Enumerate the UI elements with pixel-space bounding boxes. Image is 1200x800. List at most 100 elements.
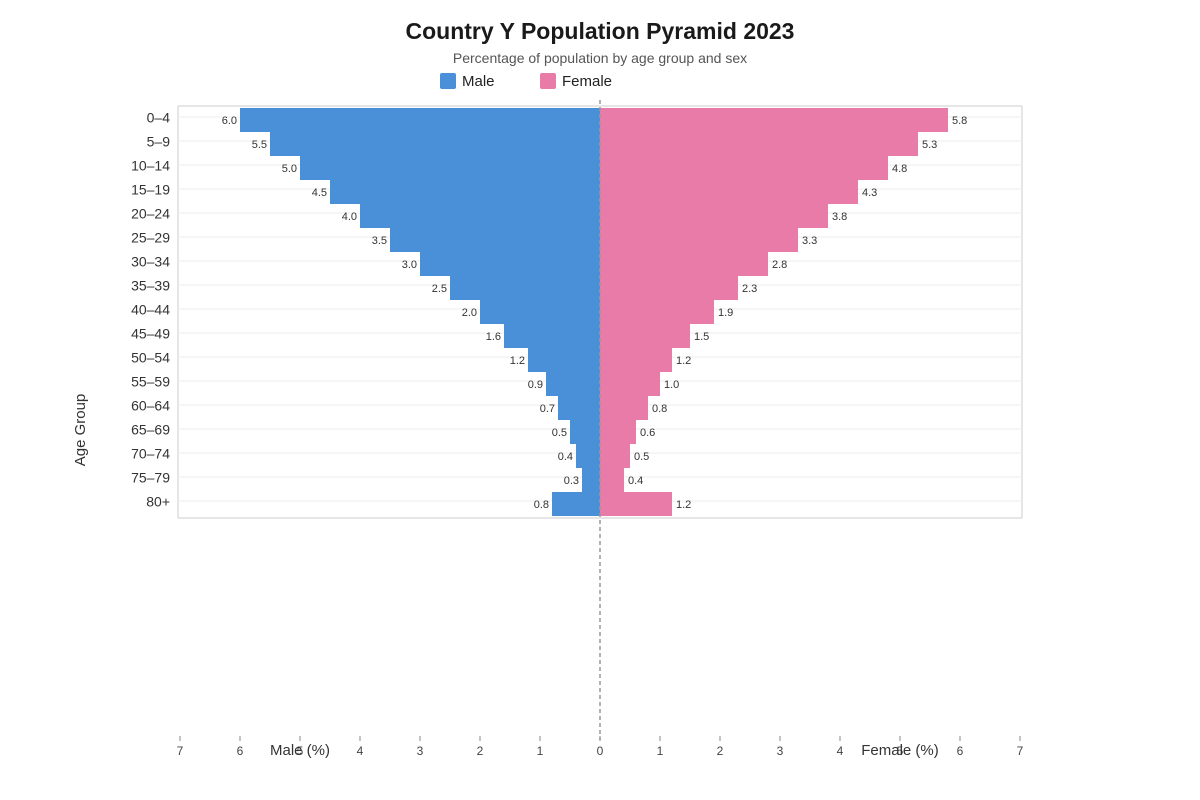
y-tick-label: 80+ xyxy=(146,494,170,510)
x-axis-title-male: Male (%) xyxy=(270,742,330,759)
data-label-male: 0.4 xyxy=(558,451,573,463)
bar-female xyxy=(600,132,918,156)
legend-label-female: Female xyxy=(562,72,613,90)
bar-male xyxy=(504,324,600,348)
bar-male xyxy=(558,396,600,420)
x-tick-label: 1 xyxy=(657,744,664,758)
bar-male xyxy=(240,108,600,132)
bar-female xyxy=(600,444,630,468)
bar-female xyxy=(600,468,624,492)
data-label-male: 0.9 xyxy=(528,379,543,391)
data-label-female: 2.3 xyxy=(742,283,757,295)
y-tick-label: 0–4 xyxy=(147,110,171,126)
data-label-female: 4.3 xyxy=(862,187,877,199)
x-tick-label: 7 xyxy=(1017,744,1024,758)
bar-female xyxy=(600,324,690,348)
x-tick-label: 1 xyxy=(537,744,544,758)
y-tick-label: 65–69 xyxy=(131,422,170,438)
data-label-male: 1.2 xyxy=(510,355,525,367)
bar-male xyxy=(300,156,600,180)
chart-subtitle: Percentage of population by age group an… xyxy=(452,50,748,66)
data-label-female: 3.8 xyxy=(832,211,847,223)
y-tick-label: 25–29 xyxy=(131,230,170,246)
plot-frame xyxy=(177,105,1023,519)
data-label-male: 4.5 xyxy=(312,187,327,199)
x-tick-label: 5 xyxy=(897,744,904,758)
data-label-male: 1.6 xyxy=(486,331,501,343)
bar-male xyxy=(270,132,600,156)
y-tick-label: 55–59 xyxy=(131,374,170,390)
chart-title: Country Y Population Pyramid 2023 xyxy=(405,18,795,44)
y-tick-label: 50–54 xyxy=(131,350,170,366)
bar-female xyxy=(600,228,798,252)
bar-male xyxy=(576,444,600,468)
x-tick-label: 3 xyxy=(417,744,424,758)
legend-swatch-female xyxy=(540,73,556,89)
data-label-male: 3.5 xyxy=(372,235,387,247)
bar-female xyxy=(600,396,648,420)
data-label-male: 6.0 xyxy=(222,115,237,127)
bar-female xyxy=(600,300,714,324)
data-label-female: 0.5 xyxy=(634,451,649,463)
data-label-female: 0.4 xyxy=(628,475,643,487)
data-label-male: 3.0 xyxy=(402,259,417,271)
y-tick-label: 10–14 xyxy=(131,158,170,174)
bar-female xyxy=(600,180,858,204)
bar-male xyxy=(582,468,600,492)
data-label-female: 0.6 xyxy=(640,427,655,439)
data-label-female: 1.5 xyxy=(694,331,709,343)
y-tick-label: 5–9 xyxy=(147,134,171,150)
y-tick-label: 35–39 xyxy=(131,278,170,294)
y-tick-label: 45–49 xyxy=(131,326,170,342)
bar-female xyxy=(600,492,672,516)
data-label-female: 1.2 xyxy=(676,499,691,511)
data-label-female: 2.8 xyxy=(772,259,787,271)
bar-female xyxy=(600,420,636,444)
data-label-female: 1.2 xyxy=(676,355,691,367)
data-label-female: 1.9 xyxy=(718,307,733,319)
x-tick-label: 6 xyxy=(957,744,964,758)
bar-female xyxy=(600,204,828,228)
bar-male xyxy=(330,180,600,204)
data-label-female: 5.8 xyxy=(952,115,967,127)
y-tick-label: 15–19 xyxy=(131,182,170,198)
y-tick-label: 60–64 xyxy=(131,398,170,414)
y-axis-title: Age Group xyxy=(72,394,89,467)
bar-female xyxy=(600,276,738,300)
bar-female xyxy=(600,372,660,396)
bar-male xyxy=(528,348,600,372)
y-tick-label: 30–34 xyxy=(131,254,170,270)
legend-swatch-male xyxy=(440,73,456,89)
x-tick-label: 7 xyxy=(177,744,184,758)
bar-female xyxy=(600,108,948,132)
data-label-female: 5.3 xyxy=(922,139,937,151)
data-label-male: 2.0 xyxy=(462,307,477,319)
legend-label-male: Male xyxy=(462,72,495,90)
legend-item-male: Male xyxy=(440,72,495,90)
data-label-male: 2.5 xyxy=(432,283,447,295)
x-tick-label: 4 xyxy=(837,744,844,758)
bar-male xyxy=(570,420,600,444)
legend-item-female: Female xyxy=(540,72,612,90)
bar-male xyxy=(420,252,600,276)
bar-female xyxy=(600,252,768,276)
x-tick-label: 5 xyxy=(297,744,304,758)
data-label-female: 3.3 xyxy=(802,235,817,247)
bar-female xyxy=(600,156,888,180)
data-label-female: 1.0 xyxy=(664,379,679,391)
bar-male xyxy=(360,204,600,228)
bar-female xyxy=(600,348,672,372)
data-label-male: 4.0 xyxy=(342,211,357,223)
bar-male xyxy=(546,372,600,396)
data-label-male: 5.0 xyxy=(282,163,297,175)
x-tick-label: 0 xyxy=(597,744,604,758)
y-tick-label: 75–79 xyxy=(131,470,170,486)
x-tick-label: 6 xyxy=(237,744,244,758)
data-label-male: 0.3 xyxy=(564,475,579,487)
x-axis-title-female: Female (%) xyxy=(861,742,939,759)
data-label-male: 0.8 xyxy=(534,499,549,511)
data-label-female: 4.8 xyxy=(892,163,907,175)
bar-male xyxy=(390,228,600,252)
x-tick-label: 2 xyxy=(717,744,724,758)
